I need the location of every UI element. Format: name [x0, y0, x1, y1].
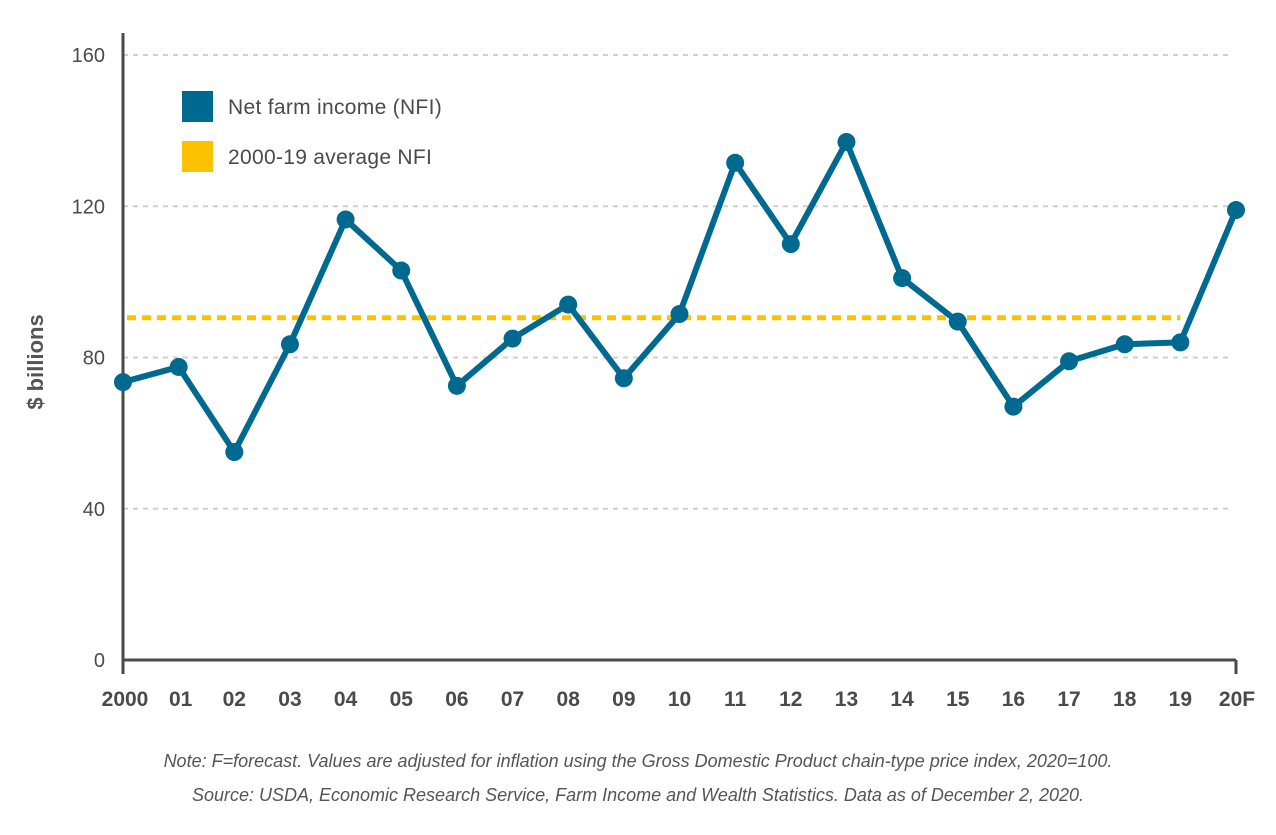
y-tick-label: 80: [83, 348, 105, 370]
nfi-data-point: [447, 376, 466, 395]
x-tick-label: 09: [612, 688, 635, 711]
chart-note: Note: F=forecast. Values are adjusted fo…: [163, 751, 1113, 771]
x-tick-label: 13: [835, 688, 858, 711]
nfi-data-point: [280, 335, 299, 354]
nfi-data-point: [1115, 335, 1134, 354]
y-tick-label: 40: [83, 499, 105, 521]
nfi-data-point: [781, 235, 800, 254]
x-tick-label: 18: [1113, 688, 1137, 711]
x-tick-label: 01: [169, 688, 193, 711]
legend-swatch-nfi: [182, 91, 213, 122]
x-tick-label: 16: [1002, 688, 1025, 711]
nfi-data-point: [225, 443, 244, 462]
x-tick-label: 08: [557, 688, 581, 711]
x-tick-label: 19: [1169, 688, 1192, 711]
nfi-data-point: [1004, 397, 1023, 416]
nfi-data-point: [670, 305, 689, 324]
nfi-data-point: [336, 210, 355, 229]
x-tick-label: 06: [445, 688, 468, 711]
x-tick-label: 07: [501, 688, 524, 711]
nfi-data-point: [1060, 352, 1079, 371]
x-tick-label: 17: [1057, 688, 1080, 711]
y-axis-title: $ billions: [23, 314, 48, 409]
nfi-data-point: [1227, 201, 1245, 220]
x-tick-label: 15: [946, 688, 970, 711]
nfi-data-point: [169, 357, 188, 376]
legend-label-nfi: Net farm income (NFI): [228, 96, 442, 119]
nfi-data-point: [114, 373, 132, 392]
nfi-data-point: [1171, 333, 1190, 352]
x-tick-label: 10: [668, 688, 691, 711]
x-tick-label: 11: [724, 688, 747, 711]
y-tick-label: 160: [72, 45, 105, 67]
nfi-data-point: [948, 312, 967, 331]
y-tick-label: 120: [72, 196, 105, 218]
nfi-data-point: [559, 295, 578, 314]
nfi-data-point: [893, 269, 912, 288]
x-tick-label: 03: [278, 688, 301, 711]
nfi-data-point: [726, 153, 745, 172]
x-tick-label: 12: [779, 688, 802, 711]
series-nfi: [114, 132, 1245, 462]
nfi-data-point: [503, 329, 522, 348]
legend-label-average: 2000-19 average NFI: [228, 146, 432, 169]
nfi-data-point: [392, 261, 411, 280]
x-tick-label: 05: [390, 688, 414, 711]
legend: Net farm income (NFI) 2000-19 average NF…: [182, 91, 442, 172]
nfi-data-point: [614, 369, 633, 388]
chart-source: Source: USDA, Economic Research Service,…: [191, 785, 1085, 805]
y-tick-label: 0: [94, 650, 105, 672]
gridlines: [123, 54, 1233, 510]
nfi-series-line: [120, 138, 1239, 456]
legend-swatch-average: [182, 141, 213, 172]
axes: [121, 33, 1238, 674]
line-chart: 0 40 80 120 160 2000 01 02 03 04 05 06 07 08 09 10 11 12…: [23, 33, 1256, 711]
x-tick-label: 2000: [102, 688, 149, 711]
x-tick-labels: 2000 01 02 03 04 05 06 07 08 09 10 11 12 13 14 15 16 17 18…: [102, 688, 1256, 711]
x-tick-label: 02: [223, 688, 246, 711]
x-tick-label: 20F: [1219, 688, 1255, 711]
x-tick-label: 14: [890, 688, 914, 711]
x-tick-label: 04: [334, 688, 358, 711]
nfi-data-point: [837, 132, 856, 151]
y-tick-labels: 0 40 80 120 160: [72, 45, 105, 672]
